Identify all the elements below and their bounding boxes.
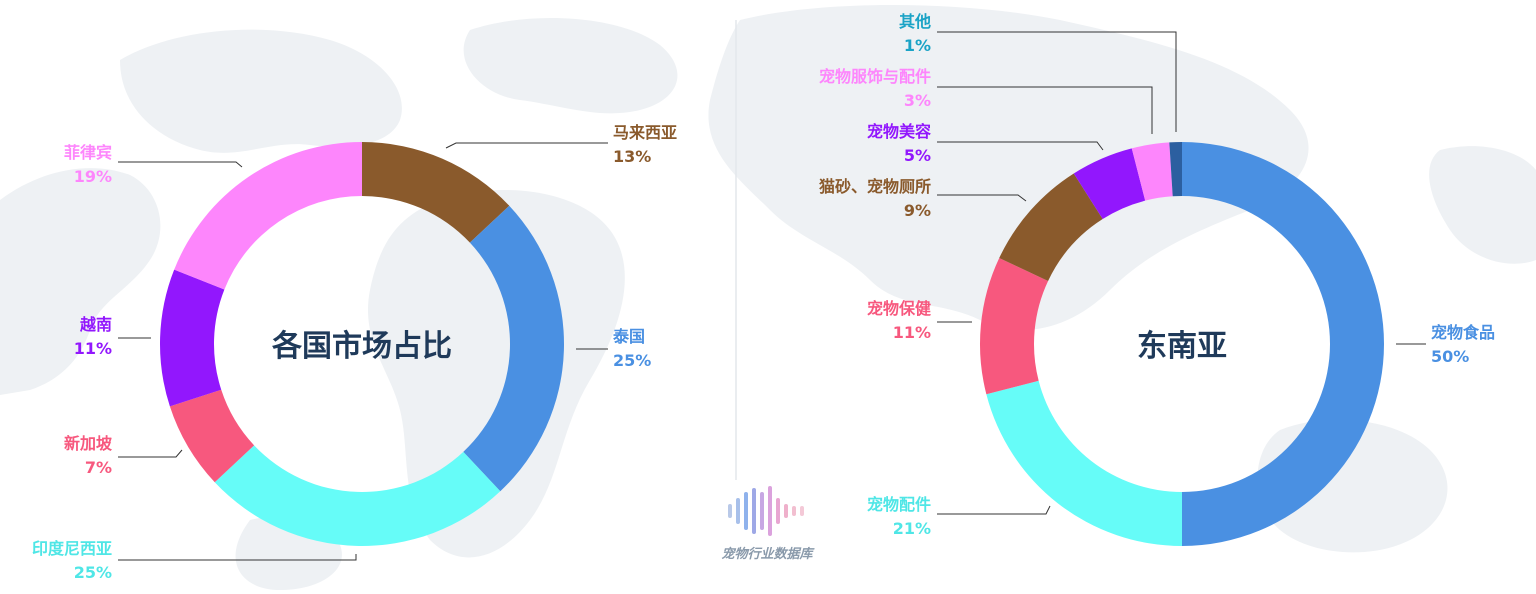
donut-1-leader-line-3 xyxy=(937,194,1027,202)
donut-1-slice-2 xyxy=(979,257,1049,395)
donut-chart-southeast-asia: 宠物食品 50% 宠物配件 21% 宠物保健 11% 猫砂、宠物厕所 9% 宠物美容 5% 宠物服饰… xyxy=(819,12,1495,546)
donut-0-slice-4 xyxy=(160,269,225,407)
donut-1-label-value-5: 3% xyxy=(904,91,931,110)
donut-1-leader-line-1 xyxy=(937,505,1051,515)
donut-1-label-value-2: 11% xyxy=(893,323,931,342)
sound-wave-logo-icon xyxy=(728,486,804,536)
donut-0-label-value-3: 7% xyxy=(85,458,112,477)
donut-1-label-name-3: 猫砂、宠物厕所 xyxy=(819,177,931,196)
donut-0-label-value-2: 25% xyxy=(74,563,112,582)
donut-0-label-name-0: 马来西亚 xyxy=(613,123,677,142)
donut-1-slice-4 xyxy=(1073,148,1146,220)
donut-1-label-name-1: 宠物配件 xyxy=(867,495,931,514)
donut-0-label-name-3: 新加坡 xyxy=(64,434,113,453)
donut-0-slice-1 xyxy=(463,205,564,492)
donut-0-slice-2 xyxy=(214,445,501,546)
donut-1-label-name-4: 宠物美容 xyxy=(867,122,931,141)
donut-1-label-value-3: 9% xyxy=(904,201,931,220)
donut-0-label-name-2: 印度尼西亚 xyxy=(32,539,112,558)
donut-1-label-name-2: 宠物保健 xyxy=(867,299,931,318)
donut-1-label-value-6: 1% xyxy=(904,36,931,55)
donut-0-label-value-1: 25% xyxy=(613,351,651,370)
donut-1-leader-line-4 xyxy=(937,141,1104,151)
donut-1-label-name-5: 宠物服饰与配件 xyxy=(819,67,931,86)
donut-1-slice-0 xyxy=(1182,142,1384,546)
donut-chart-market-share: 马来西亚 13% 泰国 25% 印度尼西亚 25% 新加坡 7% 越南 11% 菲律宾 19% xyxy=(32,123,677,582)
donut-0-label-name-5: 菲律宾 xyxy=(64,143,112,162)
donut-0-label-name-1: 泰国 xyxy=(612,327,645,346)
watermark-logo: 宠物行业数据库 xyxy=(721,486,815,562)
donut-0-label-value-0: 13% xyxy=(613,147,651,166)
donut-1-slice-1 xyxy=(986,380,1182,546)
donut-1-label-value-0: 50% xyxy=(1431,347,1469,366)
donut-1-leader-line-6 xyxy=(937,31,1177,132)
donut-0-slice-5 xyxy=(174,142,362,290)
donut-1-label-value-4: 5% xyxy=(904,146,931,165)
donut-1-label-value-1: 21% xyxy=(893,519,931,538)
watermark-text: 宠物行业数据库 xyxy=(721,546,815,562)
donut-1-slice-5 xyxy=(1131,142,1173,201)
donut-1-label-name-0: 宠物食品 xyxy=(1431,323,1495,342)
donut-0-label-value-4: 11% xyxy=(74,339,112,358)
donut-0-leader-line-0 xyxy=(445,142,608,149)
donut-0-slice-0 xyxy=(362,142,510,243)
donut-1-slice-6 xyxy=(1169,142,1182,197)
donut-0-slice-3 xyxy=(169,389,255,483)
world-map-background xyxy=(0,5,1536,590)
donut-0-leader-line-2 xyxy=(118,554,357,561)
donut-0-label-value-5: 19% xyxy=(74,167,112,186)
chart-title-market-share: 各国市场占比 xyxy=(271,329,452,364)
donut-1-label-name-6: 其他 xyxy=(899,12,931,31)
donut-0-leader-line-3 xyxy=(118,449,183,458)
donut-0-leader-line-5 xyxy=(118,161,243,168)
chart-title-southeast-asia: 东南亚 xyxy=(1137,329,1227,364)
donut-0-label-name-4: 越南 xyxy=(79,315,112,334)
donut-1-leader-line-5 xyxy=(937,86,1153,134)
donut-1-slice-3 xyxy=(999,173,1103,281)
